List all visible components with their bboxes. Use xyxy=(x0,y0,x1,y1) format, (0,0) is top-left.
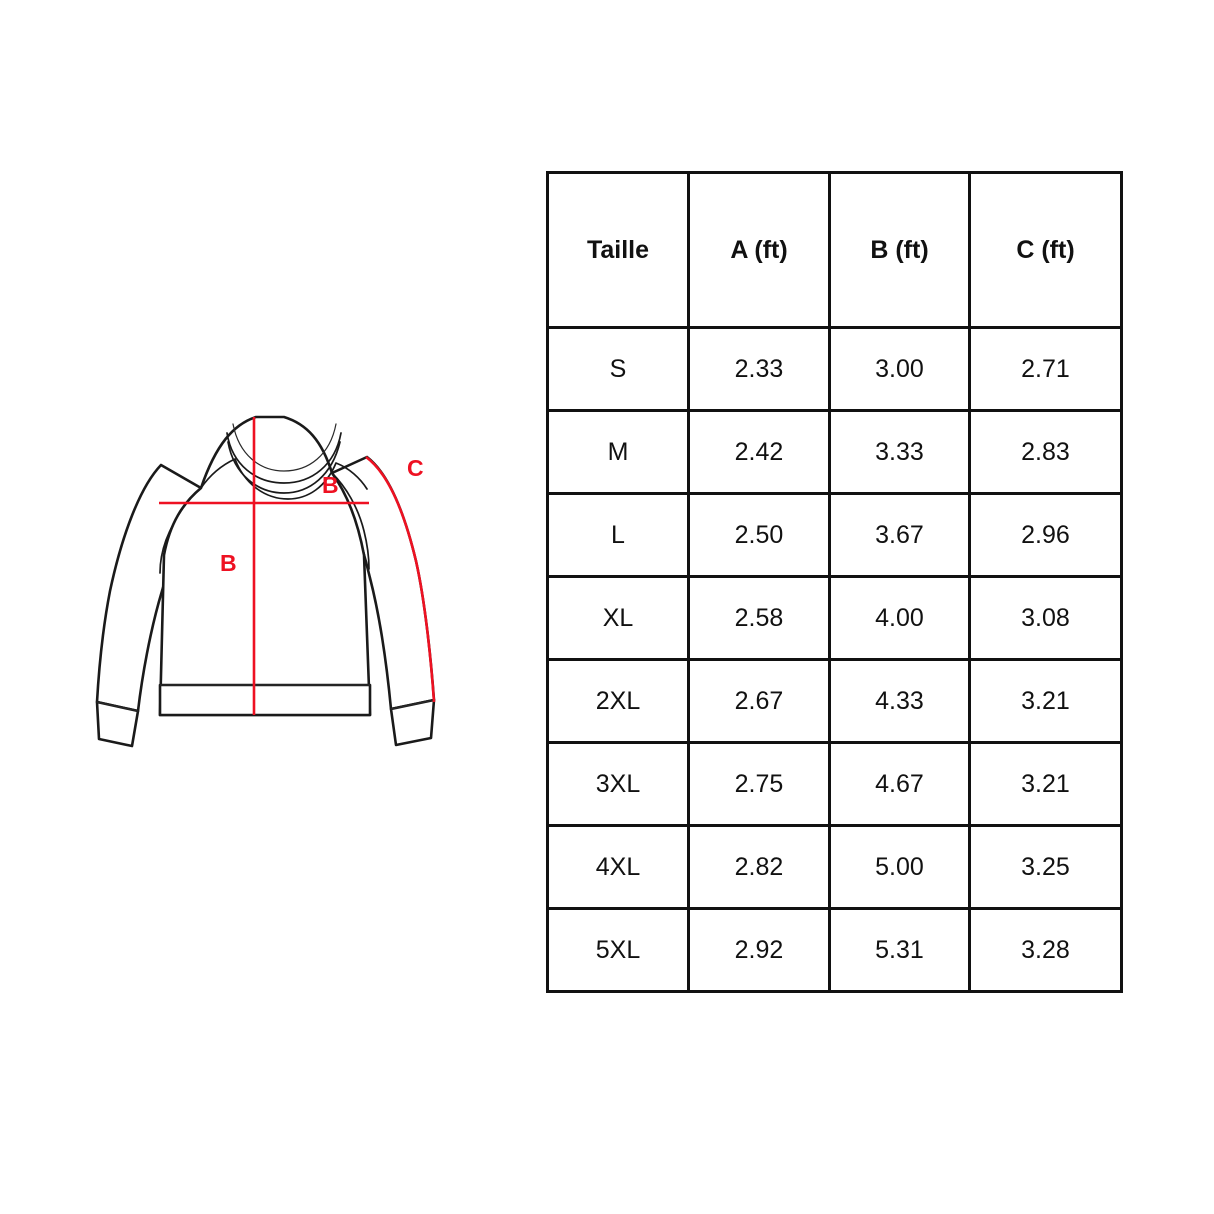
cell-a: 2.58 xyxy=(687,575,831,661)
size-chart-table-container: Taille A (ft) B (ft) C (ft) S 2.33 3.00 … xyxy=(546,171,1123,993)
collar-outer xyxy=(200,458,368,500)
cell-size: 5XL xyxy=(546,907,690,993)
cell-c: 2.96 xyxy=(968,492,1123,578)
left-cuff xyxy=(95,700,140,748)
cell-a: 2.75 xyxy=(687,741,831,827)
collar-rib-inner xyxy=(232,423,337,472)
left-armhole-seam xyxy=(159,487,202,574)
cell-b: 3.33 xyxy=(828,409,971,495)
cell-b: 5.31 xyxy=(828,907,971,993)
cell-b: 4.00 xyxy=(828,575,971,661)
table-row: 3XL 2.75 4.67 3.21 xyxy=(546,741,1123,827)
sleeve-length-label: C xyxy=(407,455,424,481)
cell-size: S xyxy=(546,326,690,412)
cell-a: 2.67 xyxy=(687,658,831,744)
table-header: Taille A (ft) B (ft) C (ft) xyxy=(546,171,1123,329)
header-row: Taille A (ft) B (ft) C (ft) xyxy=(546,171,1123,329)
left-cuff-seam xyxy=(96,701,139,712)
cell-a: 2.33 xyxy=(687,326,831,412)
cell-b: 5.00 xyxy=(828,824,971,910)
cell-size: 4XL xyxy=(546,824,690,910)
cell-b: 3.67 xyxy=(828,492,971,578)
sleeve-length-line xyxy=(365,455,436,703)
cell-a: 2.50 xyxy=(687,492,831,578)
header-cell-b: B (ft) xyxy=(828,171,971,329)
collar-rib-mid xyxy=(226,432,342,484)
cell-b: 4.33 xyxy=(828,658,971,744)
size-chart-table: Taille A (ft) B (ft) C (ft) S 2.33 3.00 … xyxy=(546,171,1123,993)
cell-c: 3.21 xyxy=(968,658,1123,744)
cell-b: 4.67 xyxy=(828,741,971,827)
cell-size: 3XL xyxy=(546,741,690,827)
table-body: S 2.33 3.00 2.71 M 2.42 3.33 2.83 L 2.50… xyxy=(546,326,1123,993)
right-armhole-seam xyxy=(331,472,370,570)
collar-rib-outer xyxy=(227,441,341,494)
cell-c: 3.25 xyxy=(968,824,1123,910)
cell-b: 3.00 xyxy=(828,326,971,412)
cell-c: 3.08 xyxy=(968,575,1123,661)
cell-c: 2.71 xyxy=(968,326,1123,412)
table-row: L 2.50 3.67 2.96 xyxy=(546,492,1123,578)
bottom-hem-band xyxy=(158,683,372,717)
right-cuff-seam xyxy=(390,699,435,710)
header-cell-c: C (ft) xyxy=(968,171,1123,329)
header-cell-a: A (ft) xyxy=(687,171,831,329)
table-row: S 2.33 3.00 2.71 xyxy=(546,326,1123,412)
cell-a: 2.42 xyxy=(687,409,831,495)
cell-c: 3.28 xyxy=(968,907,1123,993)
table-row: XL 2.58 4.00 3.08 xyxy=(546,575,1123,661)
cell-c: 3.21 xyxy=(968,741,1123,827)
right-cuff xyxy=(389,698,436,747)
cell-size: 2XL xyxy=(546,658,690,744)
table-row: 2XL 2.67 4.33 3.21 xyxy=(546,658,1123,744)
table-row: 4XL 2.82 5.00 3.25 xyxy=(546,824,1123,910)
table-row: M 2.42 3.33 2.83 xyxy=(546,409,1123,495)
garment-diagram: B B C xyxy=(70,395,470,770)
cell-size: M xyxy=(546,409,690,495)
cell-c: 2.83 xyxy=(968,409,1123,495)
chest-width-label: B xyxy=(322,472,339,498)
cell-size: XL xyxy=(546,575,690,661)
body-length-label: B xyxy=(220,550,237,576)
table-row: 5XL 2.92 5.31 3.28 xyxy=(546,907,1123,993)
header-cell-size: Taille xyxy=(546,171,690,329)
cell-a: 2.82 xyxy=(687,824,831,910)
cell-size: L xyxy=(546,492,690,578)
body-outline xyxy=(158,415,372,717)
cell-a: 2.92 xyxy=(687,907,831,993)
